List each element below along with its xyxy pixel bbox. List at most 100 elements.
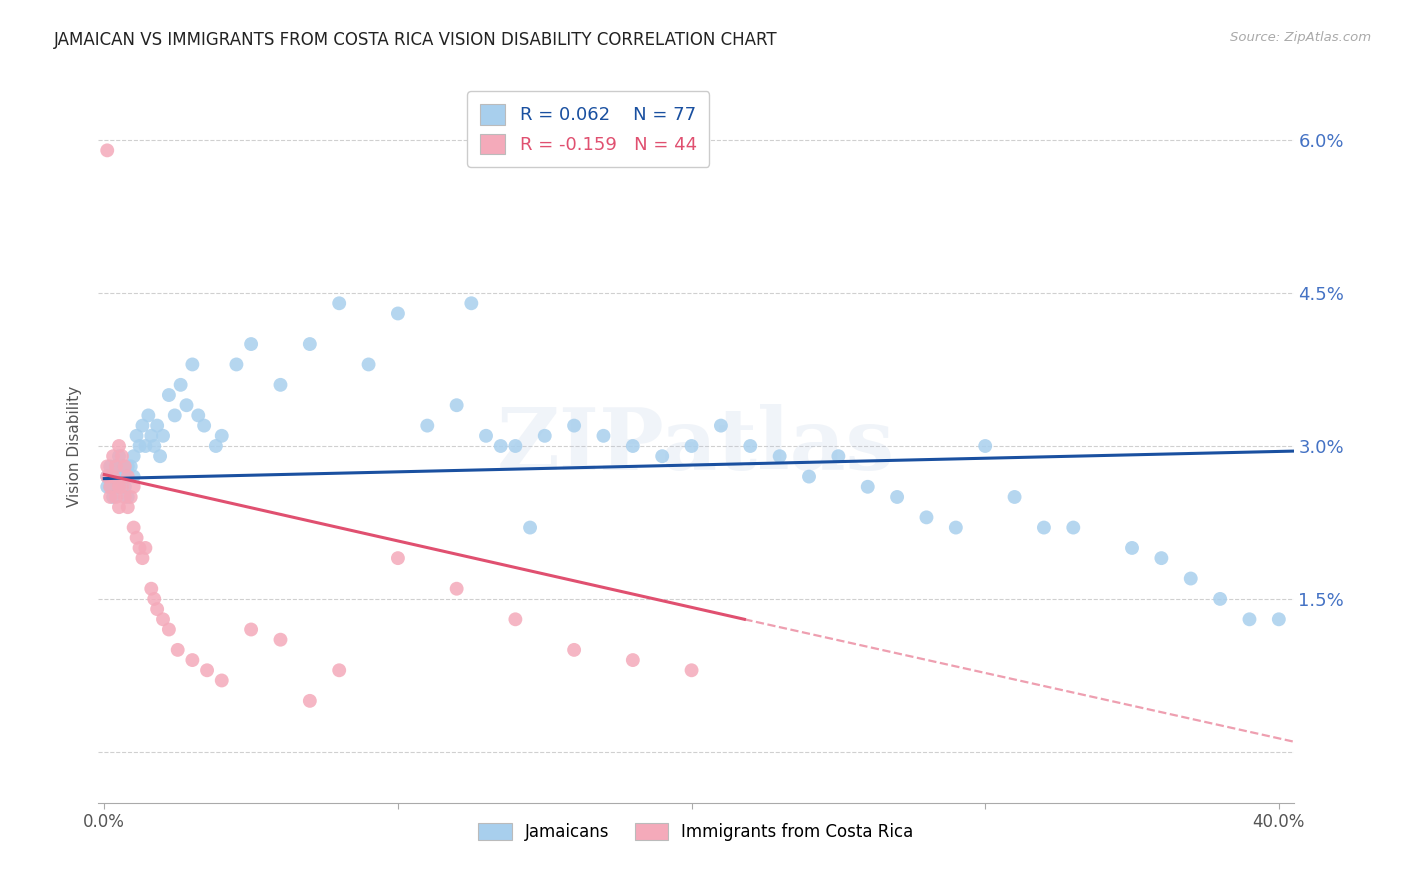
- Point: [117, 459, 139, 474]
- Point: [108, 480, 131, 494]
- Point: [387, 306, 409, 320]
- Point: [387, 551, 409, 566]
- Point: [120, 459, 142, 474]
- Point: [98, 490, 121, 504]
- Point: [96, 459, 118, 474]
- Point: [1150, 551, 1173, 566]
- Point: [489, 439, 512, 453]
- Point: [1209, 591, 1232, 606]
- Y-axis label: Vision Disability: Vision Disability: [67, 385, 83, 507]
- Point: [460, 296, 482, 310]
- Point: [157, 388, 180, 402]
- Point: [769, 449, 792, 463]
- Point: [710, 418, 733, 433]
- Point: [945, 520, 967, 534]
- Text: Source: ZipAtlas.com: Source: ZipAtlas.com: [1230, 31, 1371, 45]
- Point: [146, 418, 169, 433]
- Point: [681, 439, 703, 453]
- Point: [149, 449, 172, 463]
- Point: [131, 418, 153, 433]
- Point: [211, 429, 233, 443]
- Point: [114, 490, 136, 504]
- Point: [475, 429, 498, 443]
- Point: [1062, 520, 1084, 534]
- Point: [1004, 490, 1026, 504]
- Point: [592, 429, 614, 443]
- Point: [298, 694, 321, 708]
- Point: [125, 429, 148, 443]
- Point: [114, 480, 136, 494]
- Point: [505, 439, 527, 453]
- Point: [98, 459, 121, 474]
- Point: [122, 480, 145, 494]
- Point: [105, 480, 128, 494]
- Point: [157, 623, 180, 637]
- Point: [122, 449, 145, 463]
- Point: [193, 418, 215, 433]
- Point: [519, 520, 541, 534]
- Point: [176, 398, 198, 412]
- Point: [114, 459, 136, 474]
- Point: [974, 439, 997, 453]
- Point: [240, 337, 263, 351]
- Point: [1239, 612, 1261, 626]
- Point: [357, 358, 380, 372]
- Point: [1121, 541, 1143, 555]
- Point: [122, 469, 145, 483]
- Point: [101, 469, 124, 483]
- Point: [195, 663, 218, 677]
- Point: [125, 531, 148, 545]
- Point: [915, 510, 938, 524]
- Point: [298, 337, 321, 351]
- Point: [152, 429, 174, 443]
- Point: [856, 480, 879, 494]
- Point: [446, 398, 468, 412]
- Point: [108, 439, 131, 453]
- Point: [101, 449, 124, 463]
- Point: [105, 490, 128, 504]
- Point: [143, 439, 166, 453]
- Point: [146, 602, 169, 616]
- Point: [562, 643, 585, 657]
- Point: [740, 439, 762, 453]
- Point: [134, 541, 156, 555]
- Point: [101, 490, 124, 504]
- Point: [122, 520, 145, 534]
- Point: [108, 500, 131, 515]
- Point: [621, 439, 644, 453]
- Point: [141, 429, 163, 443]
- Point: [111, 469, 134, 483]
- Point: [225, 358, 247, 372]
- Point: [181, 653, 204, 667]
- Point: [328, 296, 350, 310]
- Point: [886, 490, 908, 504]
- Point: [98, 480, 121, 494]
- Point: [181, 358, 204, 372]
- Point: [108, 480, 131, 494]
- Point: [240, 623, 263, 637]
- Point: [205, 439, 228, 453]
- Point: [166, 643, 188, 657]
- Point: [1268, 612, 1291, 626]
- Point: [169, 377, 191, 392]
- Point: [117, 490, 139, 504]
- Point: [96, 469, 118, 483]
- Text: JAMAICAN VS IMMIGRANTS FROM COSTA RICA VISION DISABILITY CORRELATION CHART: JAMAICAN VS IMMIGRANTS FROM COSTA RICA V…: [53, 31, 778, 49]
- Point: [651, 449, 673, 463]
- Point: [621, 653, 644, 667]
- Point: [152, 612, 174, 626]
- Point: [111, 459, 134, 474]
- Point: [416, 418, 439, 433]
- Point: [533, 429, 555, 443]
- Point: [105, 459, 128, 474]
- Point: [269, 632, 291, 647]
- Point: [96, 144, 118, 158]
- Point: [681, 663, 703, 677]
- Point: [131, 551, 153, 566]
- Text: ZIPatlas: ZIPatlas: [496, 404, 896, 488]
- Point: [111, 480, 134, 494]
- Point: [128, 439, 150, 453]
- Point: [446, 582, 468, 596]
- Point: [505, 612, 527, 626]
- Point: [96, 480, 118, 494]
